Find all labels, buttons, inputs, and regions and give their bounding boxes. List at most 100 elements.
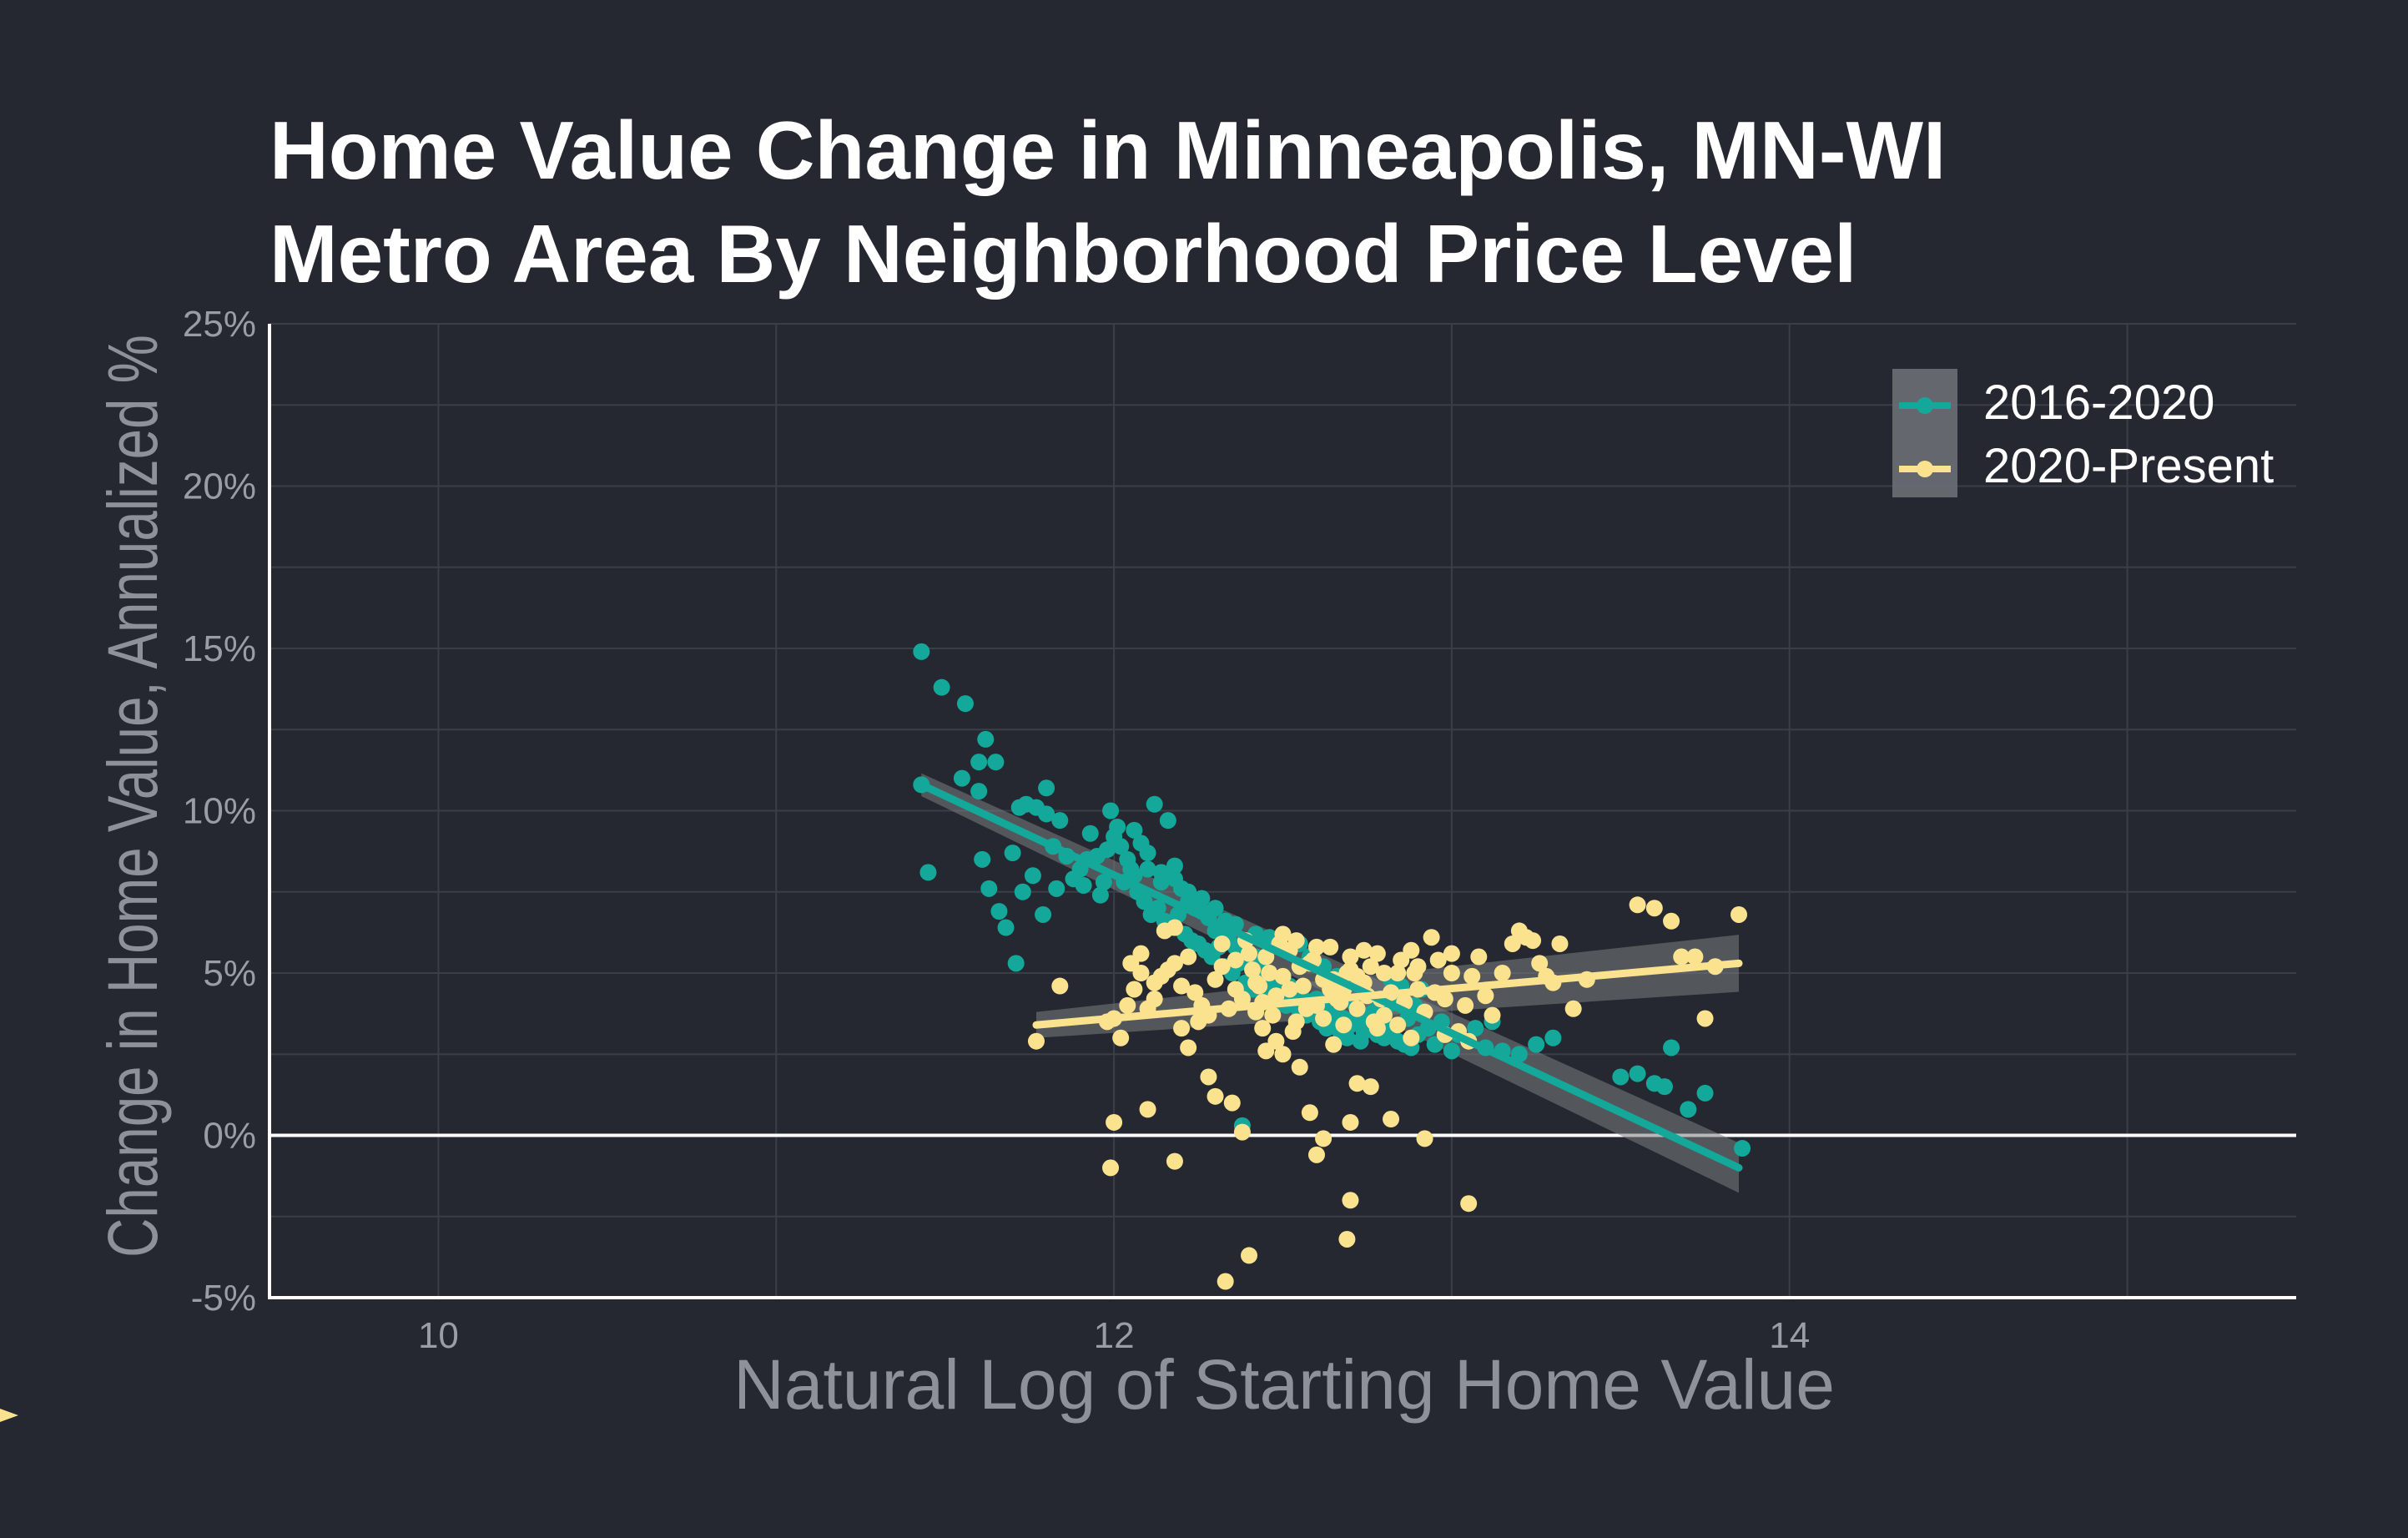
y-tick-label: 25% <box>183 304 256 345</box>
data-point <box>1102 802 1120 819</box>
data-point <box>1307 1146 1325 1163</box>
data-point <box>1528 1036 1545 1053</box>
series-2016-2020-points <box>913 643 1751 1157</box>
data-point <box>1389 965 1407 981</box>
chart-title: Home Value Change in Minneapolis, MN-WI … <box>270 98 1946 305</box>
data-point <box>933 678 950 696</box>
data-point <box>1152 864 1170 881</box>
data-point <box>1207 900 1224 917</box>
data-point <box>1091 886 1109 904</box>
data-point <box>1264 1006 1282 1024</box>
data-point <box>1038 805 1055 823</box>
data-point <box>1375 965 1393 981</box>
data-point <box>1098 841 1116 859</box>
data-point <box>1504 935 1521 952</box>
data-point <box>1696 1084 1714 1102</box>
data-point <box>980 880 998 897</box>
data-point <box>1335 1016 1353 1034</box>
data-point <box>1126 981 1143 998</box>
data-point <box>1106 1113 1123 1131</box>
y-tick-label: 20% <box>183 466 256 507</box>
data-point <box>1173 977 1191 995</box>
data-point <box>1193 890 1211 907</box>
data-point <box>1696 1010 1714 1027</box>
data-point <box>987 754 1005 771</box>
data-point <box>1342 1192 1359 1209</box>
data-point <box>1233 1123 1251 1141</box>
data-point <box>1291 1058 1308 1076</box>
data-point <box>1655 1078 1673 1096</box>
data-point <box>1355 941 1373 959</box>
chart-title-line-1: Home Value Change in Minneapolis, MN-WI <box>270 104 1947 196</box>
data-point <box>1166 857 1183 875</box>
data-point <box>1132 945 1150 962</box>
data-point <box>1149 900 1166 917</box>
data-point <box>1393 951 1410 969</box>
data-point <box>1287 932 1305 950</box>
y-tick-label: 10% <box>183 791 256 832</box>
data-point <box>1051 977 1069 995</box>
data-point <box>1663 1039 1680 1056</box>
data-point <box>1024 867 1041 885</box>
data-point <box>1383 1111 1400 1128</box>
data-point <box>1119 996 1136 1014</box>
data-point <box>1460 1195 1478 1213</box>
trend-line-layer <box>917 780 1743 1172</box>
data-point <box>1102 1159 1120 1177</box>
data-point <box>1010 799 1028 816</box>
data-point <box>1241 945 1258 962</box>
edge-arrow-icon <box>0 1409 18 1422</box>
data-point <box>1180 1039 1197 1056</box>
data-point <box>1348 1075 1366 1092</box>
data-point <box>1734 1140 1751 1157</box>
data-point <box>1146 795 1163 813</box>
legend-label-2020-present: 2020-Present <box>1983 439 2274 493</box>
tick-label-layer: -5% 0% 5% 10% 15% 20% 25% 10 12 14 <box>183 304 1810 1356</box>
x-tick-label: 12 <box>1094 1315 1135 1356</box>
data-point <box>1301 1104 1318 1122</box>
trend-line <box>1032 959 1743 1029</box>
data-point <box>1136 893 1153 910</box>
data-point <box>913 643 930 660</box>
data-point <box>1342 1113 1359 1131</box>
data-point <box>1267 1032 1285 1050</box>
data-point <box>1338 1230 1356 1248</box>
data-point <box>1352 1032 1369 1050</box>
data-point <box>1166 1152 1183 1170</box>
data-point <box>1180 948 1197 966</box>
data-point <box>1014 883 1031 900</box>
data-point <box>1186 984 1204 1001</box>
data-point <box>1075 876 1092 894</box>
data-point <box>997 919 1015 936</box>
data-point <box>1362 1078 1379 1096</box>
data-point <box>1477 987 1494 1005</box>
data-point <box>1443 1042 1460 1060</box>
data-point <box>1673 948 1690 966</box>
data-point <box>1146 991 1163 1008</box>
x-tick-label: 10 <box>418 1315 459 1356</box>
data-point <box>1484 1006 1501 1024</box>
data-point <box>1281 981 1298 998</box>
data-point <box>970 783 988 800</box>
data-point <box>1463 967 1481 985</box>
data-point <box>1348 1000 1366 1017</box>
series-2020-present-points <box>1027 896 1748 1290</box>
data-point <box>990 903 1008 920</box>
data-point <box>1686 948 1704 966</box>
data-point <box>1544 1029 1562 1046</box>
data-point <box>1368 945 1386 962</box>
data-point <box>1429 951 1447 969</box>
data-point <box>1109 818 1126 835</box>
data-point <box>1251 977 1268 995</box>
data-point <box>1254 1020 1272 1037</box>
data-point <box>1315 1010 1332 1027</box>
data-point <box>1257 948 1275 966</box>
chart-title-line-2: Metro Area By Neighborhood Price Level <box>270 208 1857 300</box>
data-point <box>1126 821 1143 839</box>
data-point <box>1338 965 1356 981</box>
data-point <box>1166 870 1183 888</box>
data-point <box>1213 958 1231 976</box>
data-point <box>1494 965 1511 981</box>
y-tick-label: -5% <box>191 1278 256 1319</box>
data-point <box>1004 845 1021 862</box>
